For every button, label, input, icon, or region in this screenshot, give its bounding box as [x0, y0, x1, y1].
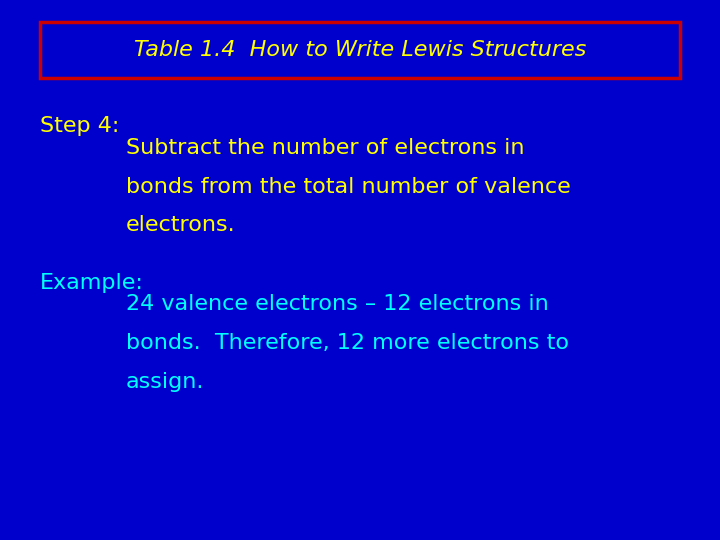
- Text: assign.: assign.: [126, 372, 204, 392]
- Text: Step 4:: Step 4:: [40, 116, 119, 136]
- Text: bonds.  Therefore, 12 more electrons to: bonds. Therefore, 12 more electrons to: [126, 333, 569, 353]
- Text: Subtract the number of electrons in: Subtract the number of electrons in: [126, 138, 524, 158]
- Text: 24 valence electrons – 12 electrons in: 24 valence electrons – 12 electrons in: [126, 294, 549, 314]
- Text: bonds from the total number of valence: bonds from the total number of valence: [126, 177, 571, 197]
- Text: electrons.: electrons.: [126, 215, 235, 235]
- FancyBboxPatch shape: [40, 22, 680, 78]
- Text: Example:: Example:: [40, 273, 143, 293]
- Text: Table 1.4  How to Write Lewis Structures: Table 1.4 How to Write Lewis Structures: [134, 40, 586, 60]
